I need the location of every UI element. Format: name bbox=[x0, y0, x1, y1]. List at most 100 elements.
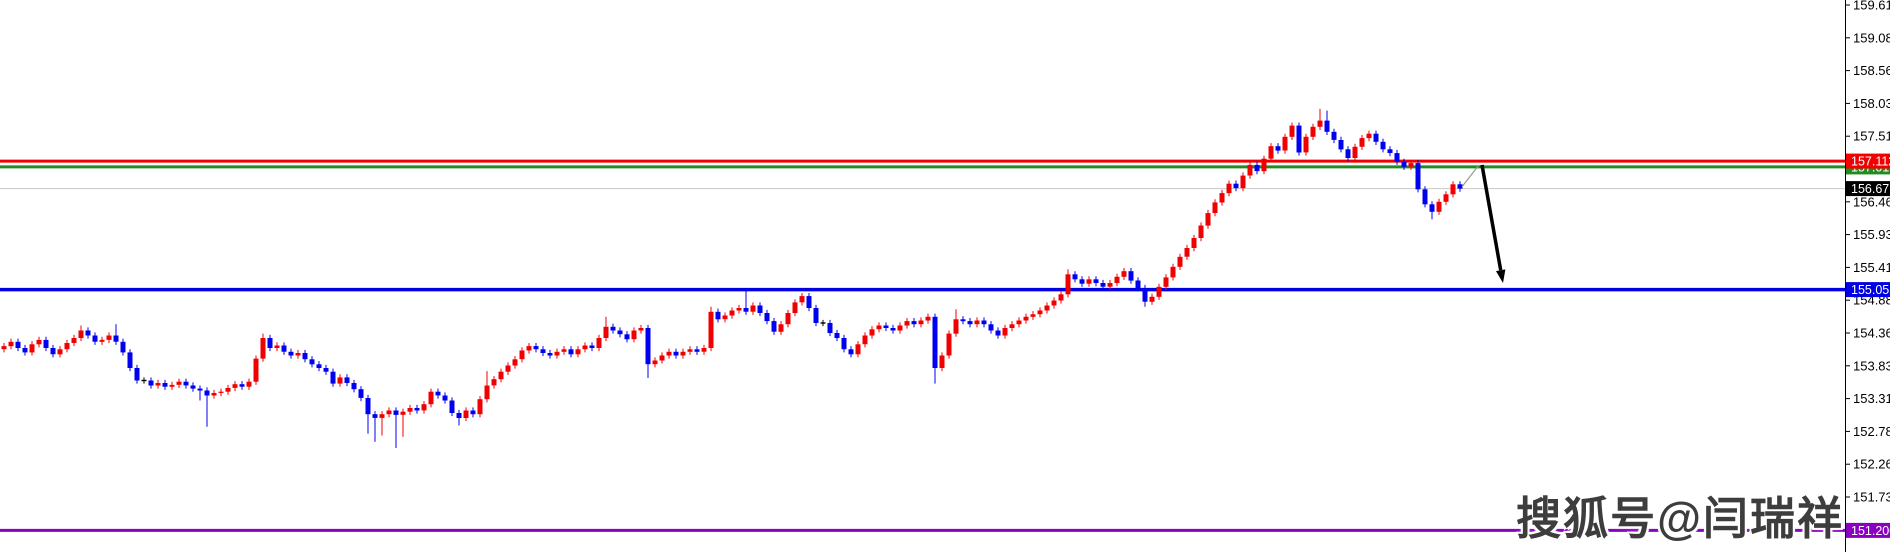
candle bbox=[953, 309, 959, 337]
candle bbox=[120, 338, 126, 356]
candle bbox=[1457, 181, 1463, 192]
candle bbox=[512, 356, 518, 369]
candle bbox=[1128, 268, 1134, 284]
candle bbox=[351, 379, 357, 393]
down-arrow-shaft[interactable] bbox=[1480, 164, 1503, 271]
tick-label: 155.410 bbox=[1853, 260, 1890, 275]
candle bbox=[701, 344, 707, 355]
candle bbox=[918, 317, 924, 328]
candle bbox=[358, 386, 364, 402]
candle bbox=[1443, 191, 1449, 205]
candle bbox=[1359, 135, 1365, 150]
candle bbox=[400, 408, 406, 437]
down-arrow-head[interactable] bbox=[1496, 269, 1506, 283]
candle bbox=[379, 411, 385, 436]
candle bbox=[554, 348, 560, 359]
candle bbox=[813, 304, 819, 327]
candle bbox=[148, 377, 154, 389]
candle bbox=[1037, 307, 1043, 318]
arrow-annotation[interactable] bbox=[1461, 164, 1506, 283]
candle bbox=[1268, 143, 1274, 162]
guide-line[interactable] bbox=[1461, 165, 1479, 188]
candle bbox=[393, 407, 399, 448]
candle bbox=[141, 377, 147, 384]
candle bbox=[1303, 133, 1309, 156]
candle bbox=[1282, 133, 1288, 154]
candle bbox=[309, 356, 315, 368]
candle bbox=[435, 388, 441, 399]
candle bbox=[1240, 172, 1246, 192]
candle bbox=[204, 387, 210, 427]
candle bbox=[911, 318, 917, 328]
candle bbox=[736, 304, 742, 314]
candle bbox=[1394, 149, 1400, 165]
candle bbox=[414, 404, 420, 414]
candle bbox=[1009, 321, 1015, 332]
tick-label: 158.035 bbox=[1853, 96, 1890, 111]
candle bbox=[792, 299, 798, 317]
candle bbox=[1212, 199, 1218, 217]
tick-label: 152.785 bbox=[1853, 424, 1890, 439]
candle bbox=[876, 322, 882, 333]
candle bbox=[197, 385, 203, 401]
candle bbox=[505, 362, 511, 375]
candle bbox=[666, 348, 672, 359]
candle bbox=[498, 368, 504, 383]
candle bbox=[92, 332, 98, 345]
candle bbox=[1058, 291, 1064, 304]
candle bbox=[456, 409, 462, 426]
candle bbox=[631, 327, 637, 343]
candle bbox=[442, 392, 448, 404]
candle bbox=[463, 407, 469, 422]
candle bbox=[834, 329, 840, 342]
candle bbox=[1429, 201, 1435, 220]
candle bbox=[575, 346, 581, 358]
candle bbox=[1142, 284, 1148, 307]
candle bbox=[1415, 159, 1421, 193]
candle bbox=[1093, 276, 1099, 287]
candle bbox=[1023, 313, 1029, 324]
candle bbox=[113, 324, 119, 345]
candle bbox=[1338, 136, 1344, 153]
candle bbox=[302, 349, 308, 363]
candle bbox=[743, 290, 749, 315]
candle bbox=[1408, 159, 1414, 170]
horizontal-level-lines[interactable] bbox=[0, 159, 1845, 532]
candle bbox=[1100, 279, 1106, 290]
candle bbox=[365, 394, 371, 434]
candle bbox=[785, 309, 791, 328]
candle bbox=[386, 407, 392, 418]
candle bbox=[540, 346, 546, 357]
candle bbox=[64, 339, 70, 353]
candle bbox=[36, 336, 42, 348]
candle bbox=[1107, 279, 1113, 290]
candle bbox=[568, 346, 574, 358]
tick-label: 159.085 bbox=[1853, 30, 1890, 45]
candle bbox=[85, 327, 91, 339]
candle bbox=[883, 322, 889, 332]
candle bbox=[1352, 143, 1358, 162]
tick-label: 155.935 bbox=[1853, 227, 1890, 242]
price-axis[interactable]: 159.610 159.085 158.560 158.035 157.510 156.4… bbox=[1845, 0, 1890, 552]
candle bbox=[967, 318, 973, 328]
candle bbox=[253, 355, 259, 385]
candle bbox=[1401, 158, 1407, 170]
candle bbox=[708, 306, 714, 352]
candle bbox=[547, 349, 553, 359]
candle bbox=[764, 309, 770, 325]
candle bbox=[862, 332, 868, 348]
candle bbox=[491, 376, 497, 389]
candle bbox=[890, 324, 896, 334]
candle bbox=[687, 346, 693, 355]
candle bbox=[1366, 130, 1372, 142]
candle bbox=[1170, 263, 1176, 281]
bid-price-badge: 156.671 bbox=[1846, 181, 1890, 197]
candle bbox=[848, 346, 854, 358]
blue-price-badge: 155.055 bbox=[1846, 282, 1890, 298]
candle bbox=[1261, 155, 1267, 175]
watermark-text: 搜狐号@闫瑞祥 bbox=[1516, 493, 1844, 544]
candle bbox=[946, 330, 952, 359]
candle bbox=[680, 348, 686, 359]
